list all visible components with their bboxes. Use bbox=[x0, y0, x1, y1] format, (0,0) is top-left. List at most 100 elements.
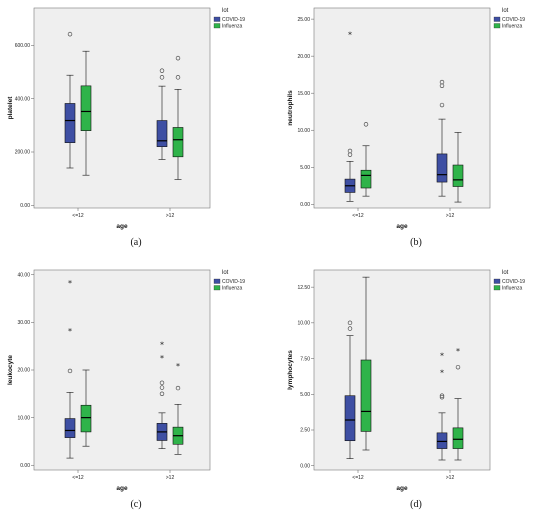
extreme-outlier-marker: * bbox=[160, 354, 164, 363]
legend-entry: Influenza bbox=[222, 24, 243, 30]
outlier-marker bbox=[159, 391, 165, 397]
plot-area bbox=[313, 269, 491, 471]
plot-area bbox=[33, 7, 211, 209]
box-iqr bbox=[156, 120, 168, 147]
outlier-marker bbox=[347, 326, 353, 331]
y-tick-label: 5.00 bbox=[300, 392, 310, 398]
outlier-marker bbox=[67, 368, 73, 374]
box-12-covid19 bbox=[156, 68, 168, 160]
x-tick-label: >12 bbox=[446, 475, 455, 481]
y-tick-label: 2.50 bbox=[300, 428, 310, 434]
outlier-marker bbox=[439, 394, 445, 400]
y-axis-title: neutrophils bbox=[287, 90, 294, 126]
outlier-marker bbox=[67, 31, 73, 37]
y-tick-label: 0.00 bbox=[20, 463, 30, 469]
y-tick-label: 0.00 bbox=[20, 203, 30, 209]
legend-swatch bbox=[493, 285, 501, 291]
legend-swatch bbox=[493, 278, 501, 284]
y-tick-label: 600.00 bbox=[15, 43, 31, 49]
panel-3: 0.00 10.00 20.00 30.00 40.00 <=12 >12 age leukoc… bbox=[7, 269, 245, 510]
outlier-marker bbox=[439, 83, 445, 88]
panel-caption: (a) bbox=[130, 237, 141, 248]
panel-caption: (b) bbox=[410, 237, 422, 248]
outlier-marker bbox=[159, 75, 165, 80]
box-iqr bbox=[436, 153, 448, 183]
box-iqr bbox=[80, 85, 92, 131]
box-12-influenza bbox=[80, 369, 92, 447]
y-tick-label: 7.50 bbox=[300, 356, 310, 362]
box-iqr bbox=[452, 164, 464, 187]
legend-title: lot bbox=[222, 8, 229, 14]
outlier-marker bbox=[175, 55, 181, 61]
x-axis-title: age bbox=[396, 223, 408, 230]
legend-entry: COVID-19 bbox=[502, 17, 525, 23]
outlier-marker bbox=[159, 385, 165, 390]
y-tick-label: 15.00 bbox=[297, 91, 310, 97]
y-tick-label: 10.00 bbox=[297, 321, 310, 327]
y-tick-label: 40.00 bbox=[17, 272, 30, 278]
y-axis-title: lymphocytes bbox=[287, 350, 294, 390]
box-iqr bbox=[64, 103, 76, 143]
legend-entry: Influenza bbox=[222, 286, 243, 292]
y-tick-label: 400.00 bbox=[15, 96, 31, 102]
box-12-influenza bbox=[360, 276, 372, 451]
x-axis-title: age bbox=[116, 223, 128, 230]
box-iqr bbox=[172, 127, 184, 158]
panel-2: 0.00 5.00 10.00 15.00 20.00 25.00 <=12 >12 age ne… bbox=[287, 7, 525, 248]
box-iqr bbox=[360, 359, 372, 432]
extreme-outlier-marker: * bbox=[160, 341, 164, 350]
x-axis-title: age bbox=[396, 485, 408, 492]
x-tick-label: <=12 bbox=[352, 213, 364, 219]
legend-swatch bbox=[213, 285, 221, 291]
x-tick-label: >12 bbox=[166, 213, 175, 219]
y-tick-label: 12.50 bbox=[297, 285, 310, 291]
box-iqr bbox=[80, 404, 92, 433]
box-12-influenza: * bbox=[172, 362, 184, 455]
outlier-marker bbox=[175, 75, 181, 80]
extreme-outlier-marker: * bbox=[440, 352, 444, 361]
y-tick-label: 25.00 bbox=[297, 17, 310, 23]
y-tick-label: 5.00 bbox=[300, 165, 310, 171]
extreme-outlier-marker: * bbox=[176, 362, 180, 371]
outlier-marker bbox=[439, 102, 445, 108]
box-iqr bbox=[64, 418, 76, 438]
box-12-influenza bbox=[360, 122, 372, 197]
outlier-marker bbox=[159, 380, 165, 386]
box-iqr bbox=[452, 427, 464, 449]
legend-swatch bbox=[493, 16, 501, 22]
panel-1: 0.00 200.00 400.00 600.00 <=12 >12 age platelet… bbox=[7, 7, 245, 248]
panel-caption: (c) bbox=[130, 499, 141, 510]
plot-area bbox=[313, 7, 491, 209]
outlier-marker bbox=[159, 68, 165, 73]
panel-caption: (d) bbox=[410, 499, 422, 510]
outlier-marker bbox=[455, 364, 461, 370]
box-12-covid19 bbox=[344, 320, 356, 459]
x-tick-label: <=12 bbox=[352, 475, 364, 481]
x-tick-label: <=12 bbox=[72, 475, 84, 481]
box-iqr bbox=[360, 169, 372, 189]
legend-swatch bbox=[213, 23, 221, 29]
extreme-outlier-marker: * bbox=[68, 327, 72, 336]
y-tick-label: 10.00 bbox=[17, 415, 30, 421]
extreme-outlier-marker: * bbox=[348, 30, 352, 39]
legend-entry: Influenza bbox=[502, 24, 523, 30]
y-tick-label: 20.00 bbox=[17, 368, 30, 374]
box-12-covid19 bbox=[64, 31, 76, 169]
legend-title: lot bbox=[502, 270, 509, 276]
box-12-influenza bbox=[80, 50, 92, 176]
x-tick-label: <=12 bbox=[72, 213, 84, 219]
outlier-marker bbox=[439, 393, 445, 398]
extreme-outlier-marker: * bbox=[440, 369, 444, 378]
box-12-covid19: ** bbox=[64, 279, 76, 459]
box-12-covid19: ** bbox=[436, 352, 448, 461]
y-tick-label: 200.00 bbox=[15, 150, 31, 156]
y-axis-title: platelet bbox=[7, 96, 14, 120]
legend-swatch bbox=[213, 278, 221, 284]
y-axis-title: leukocyte bbox=[7, 355, 14, 385]
outlier-marker bbox=[347, 152, 353, 157]
panel-4: 0.00 2.50 5.00 7.50 10.00 12.50 <=12 >12 age lymp… bbox=[287, 269, 525, 510]
x-axis-title: age bbox=[116, 485, 128, 492]
